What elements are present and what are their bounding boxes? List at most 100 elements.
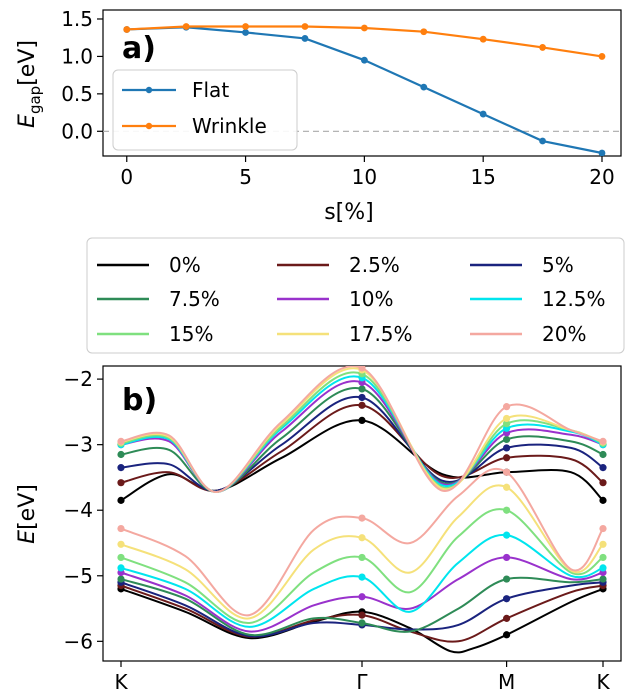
- band-point-valence-7.5%: [599, 575, 607, 583]
- panel-a-frame: [102, 9, 622, 157]
- band-point-valence-15%: [599, 553, 607, 562]
- panel-a-label: a): [122, 31, 156, 66]
- panel-b-ytick-label: −6: [64, 629, 93, 653]
- band-valence-7.5%: [120, 576, 604, 637]
- band-point-valence-7.5%: [117, 575, 125, 583]
- legend-wrinkle-label: Wrinkle: [192, 114, 267, 138]
- band-point-valence-15%: [358, 553, 366, 562]
- band-point-valence-15%: [117, 553, 125, 562]
- panel-a-ylabel: Egap[eV]: [15, 40, 44, 128]
- panel-b-legend: 0% 2.5% 5% 7.5% 10% 12.5% 15% 17.5% 20%: [86, 237, 625, 354]
- panel-a-ylabel-main: E: [15, 114, 40, 128]
- data-point-flat: [420, 83, 428, 91]
- band-point-conduction-2.5%: [117, 479, 125, 487]
- band-point-valence-10%: [358, 593, 366, 601]
- panel-a-xlabel: s[%]: [324, 200, 374, 225]
- panel-a-ytick-label: 1.0: [61, 44, 93, 68]
- band-point-valence-12.5%: [599, 564, 607, 572]
- band-point-conduction-7.5%: [503, 435, 511, 444]
- band-point-valence-17.5%: [117, 540, 125, 548]
- legend-label-10%: 10%: [349, 287, 393, 311]
- band-point-valence-7.5%: [358, 619, 366, 627]
- band-point-valence-5%: [503, 595, 511, 603]
- band-point-conduction-7.5%: [599, 450, 607, 459]
- data-point-wrinkle: [420, 28, 428, 36]
- band-point-valence-17.5%: [599, 540, 607, 548]
- band-point-valence-20%: [599, 524, 607, 533]
- legend-flat-label: Flat: [192, 78, 229, 102]
- panel-a-xtick-label: 0: [120, 165, 133, 189]
- data-point-flat: [360, 56, 368, 64]
- band-point-conduction-20%: [503, 403, 511, 411]
- data-point-flat: [242, 29, 249, 36]
- band-point-valence-15%: [503, 506, 511, 514]
- band-valence-2.5%: [120, 584, 604, 643]
- panel-a: 0 5 10 15 20 0.0 0.5 1.0 1.5 a) Flat Wrinkle s[%…: [15, 7, 622, 225]
- band-conduction-5%: [120, 395, 604, 492]
- legend-label-17.5%: 17.5%: [349, 322, 413, 346]
- band-point-conduction-5%: [117, 464, 125, 472]
- band-point-conduction-0%: [358, 416, 366, 425]
- panel-b-ylabel: E[eV]: [15, 484, 40, 544]
- band-point-conduction-2.5%: [503, 454, 511, 462]
- panel-b-ylabel-main: E: [15, 530, 40, 544]
- band-point-conduction-17.5%: [503, 414, 511, 423]
- band-point-conduction-7.5%: [358, 385, 366, 393]
- band-point-valence-2.5%: [358, 611, 366, 619]
- band-conduction-0%: [120, 419, 604, 502]
- band-point-conduction-5%: [599, 464, 607, 472]
- band-point-valence-10%: [503, 553, 511, 562]
- legend-label-20%: 20%: [542, 322, 586, 346]
- panel-a-ytick-label: 1.5: [61, 7, 93, 31]
- panel-a-legend: Flat Wrinkle: [112, 69, 298, 151]
- band-valence-12.5%: [120, 534, 604, 628]
- band-point-conduction-20%: [599, 437, 607, 445]
- data-point-flat: [301, 35, 309, 42]
- band-point-valence-17.5%: [358, 534, 366, 542]
- band-point-valence-17.5%: [503, 483, 511, 491]
- panel-b-xtick-label: Γ: [356, 670, 368, 694]
- data-point-wrinkle: [123, 26, 131, 33]
- panel-a-xtick-label: 20: [589, 165, 614, 189]
- band-point-valence-20%: [358, 514, 366, 522]
- panel-a-ylabel-unit: [eV]: [15, 40, 40, 86]
- data-point-flat: [598, 149, 606, 157]
- legend-label-12.5%: 12.5%: [542, 287, 606, 311]
- band-point-valence-0%: [503, 631, 511, 639]
- data-point-flat: [479, 110, 487, 118]
- band-point-conduction-5%: [503, 444, 511, 452]
- band-valence-0%: [120, 587, 604, 654]
- band-point-conduction-0%: [117, 496, 125, 504]
- band-point-conduction-7.5%: [117, 450, 125, 459]
- legend-label-2.5%: 2.5%: [349, 253, 400, 277]
- band-point-conduction-2.5%: [358, 401, 366, 409]
- band-point-valence-20%: [117, 524, 125, 533]
- band-point-valence-12.5%: [117, 564, 125, 572]
- panel-b-ytick-label: −4: [64, 498, 93, 522]
- panel-b-ylabel-unit: [eV]: [15, 484, 40, 530]
- panel-a-ytick-label: 0.5: [61, 82, 93, 106]
- band-valence-20%: [120, 467, 604, 617]
- panel-b-plot-area: [117, 366, 607, 654]
- data-point-wrinkle: [598, 53, 606, 60]
- data-point-wrinkle: [479, 35, 487, 43]
- band-point-conduction-5%: [358, 393, 366, 402]
- band-point-valence-12.5%: [358, 573, 366, 581]
- band-point-conduction-0%: [599, 496, 607, 504]
- data-point-wrinkle: [360, 24, 368, 32]
- panel-b-legend-box: [86, 237, 625, 354]
- band-point-valence-7.5%: [503, 575, 511, 583]
- band-point-conduction-2.5%: [599, 479, 607, 487]
- legend-label-5%: 5%: [542, 253, 574, 277]
- band-point-valence-2.5%: [503, 614, 511, 622]
- panel-b-xtick-label: M: [498, 670, 515, 694]
- legend-label-15%: 15%: [169, 322, 213, 346]
- band-point-conduction-20%: [117, 437, 125, 445]
- data-point-wrinkle: [539, 44, 546, 51]
- legend-label-0%: 0%: [169, 253, 201, 277]
- legend-flat-marker: [145, 86, 153, 94]
- band-point-valence-20%: [503, 468, 511, 476]
- panel-b: K Γ M K −6 −5 −4 −3 −2 b) E[eV]: [15, 365, 622, 694]
- band-valence-17.5%: [120, 484, 604, 620]
